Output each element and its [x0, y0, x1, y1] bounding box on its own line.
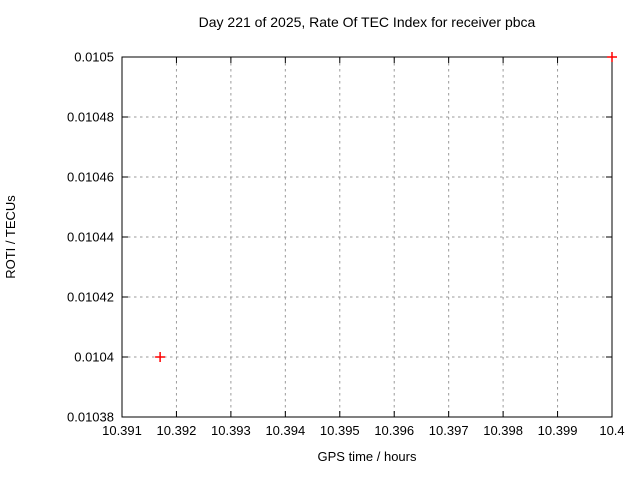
- x-tick-label: 10.395: [320, 423, 360, 438]
- x-tick-label: 10.392: [157, 423, 197, 438]
- x-tick-label: 10.4: [599, 423, 624, 438]
- x-axis-label: GPS time / hours: [317, 449, 417, 464]
- plot-border: [121, 56, 613, 418]
- chart-title: Day 221 of 2025, Rate Of TEC Index for r…: [198, 14, 536, 30]
- y-tick-label: 0.0105: [74, 50, 114, 65]
- x-tick-label: 10.398: [483, 423, 523, 438]
- x-tick-label: 10.399: [538, 423, 578, 438]
- y-tick-label: 0.0104: [74, 350, 114, 365]
- y-tick-label: 0.01046: [67, 170, 114, 185]
- x-tick-label: 10.393: [211, 423, 251, 438]
- y-tick-label: 0.01048: [67, 110, 114, 125]
- x-tick-label: 10.394: [265, 423, 305, 438]
- x-tick-label: 10.397: [429, 423, 469, 438]
- x-tick-label: 10.391: [102, 423, 142, 438]
- y-tick-label: 0.01042: [67, 290, 114, 305]
- x-tick-label: 10.396: [374, 423, 414, 438]
- y-tick-label: 0.01044: [67, 230, 114, 245]
- y-tick-label: 0.01038: [67, 410, 114, 425]
